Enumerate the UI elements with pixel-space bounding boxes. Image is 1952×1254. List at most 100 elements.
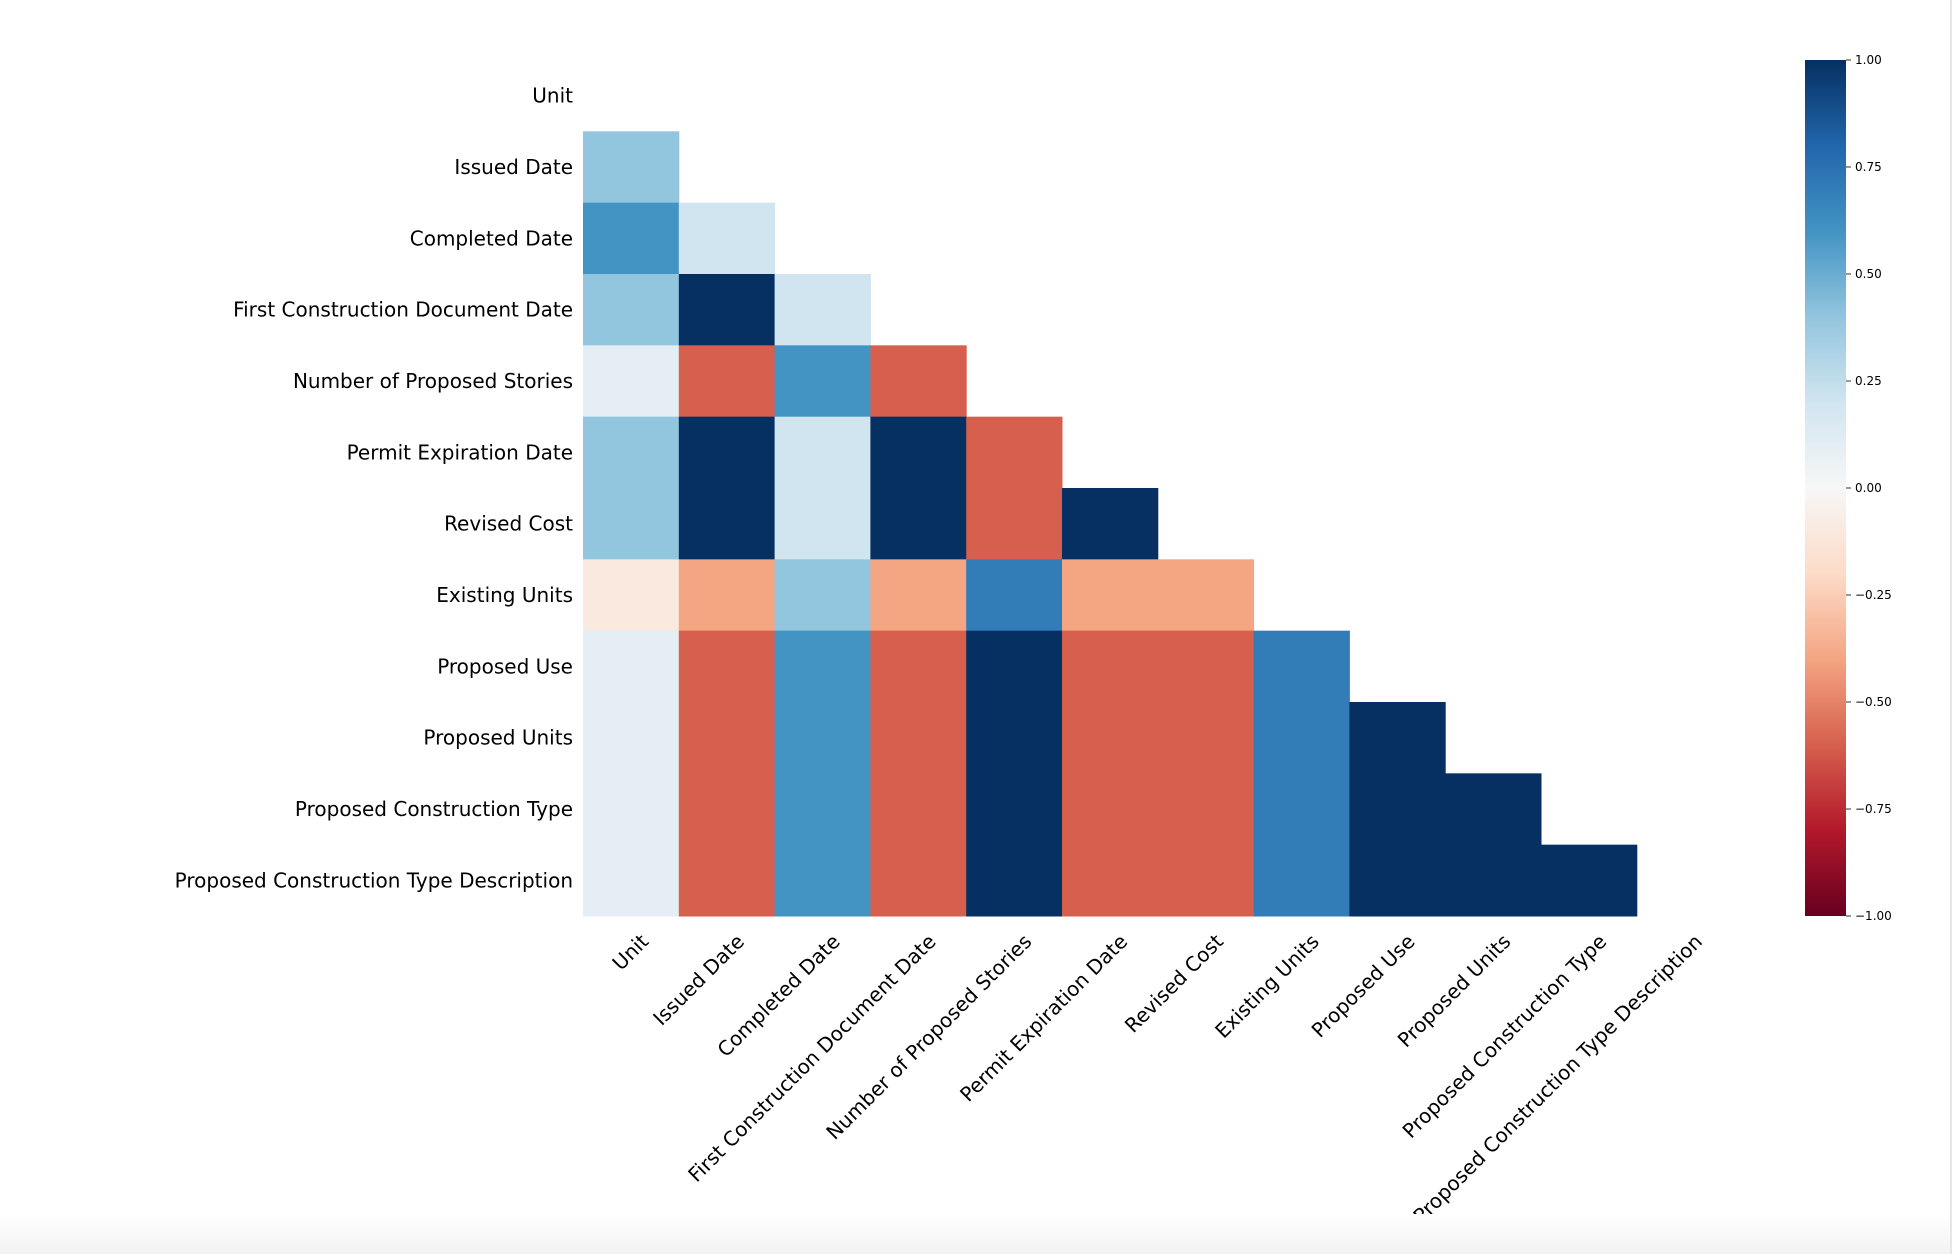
heatmap-cell [870,630,967,703]
heatmap-cell [966,559,1063,632]
colorbar-tick-label: 0.25 [1855,374,1882,388]
y-tick-label: Existing Units [436,583,573,607]
heatmap-cell [774,559,871,632]
heatmap-cell [678,630,776,703]
heatmap-cell [870,773,967,846]
heatmap-cell [678,488,776,560]
x-tick-label: Issued Date [648,929,749,1030]
y-tick-label: Proposed Units [423,726,573,750]
heatmap-cell [583,702,680,774]
heatmap-cell [678,844,776,917]
heatmap-cell [1253,630,1350,703]
y-tick-label: Completed Date [410,226,573,250]
heatmap-cell [1349,844,1446,917]
heatmap-cell [678,345,776,418]
heatmap-cell [774,488,871,560]
window-edge [1950,0,1952,1254]
heatmap-cell [1062,488,1159,560]
colorbar-tick-label: −0.25 [1855,588,1892,602]
heatmap-cell [1062,559,1159,632]
x-tick-label: Permit Expiration Date [955,929,1132,1106]
heatmap-cell [1253,844,1350,917]
heatmap-cell [1253,702,1350,774]
y-tick-label: Permit Expiration Date [347,440,573,464]
y-tick-labels: Unit Issued Date Completed Date First Const… [175,84,574,893]
y-tick-label: Proposed Construction Type [295,797,573,821]
colorbar-tick-label: 0.00 [1855,481,1882,495]
y-tick-label: Unit [532,84,573,108]
y-tick-label: Proposed Construction Type Description [175,868,573,892]
heatmap-cell [678,274,776,346]
y-tick-label: Number of Proposed Stories [293,369,573,393]
heatmap-cell [870,559,967,632]
heatmap-cell [774,274,871,346]
heatmap-cell [870,488,967,560]
heatmap-cell [1062,844,1159,917]
heatmap-cell [1062,702,1159,774]
heatmap-cell [966,630,1063,703]
heatmap-cell [774,345,871,418]
heatmap-cell [583,416,680,489]
heatmap-cell [870,702,967,774]
heatmap-cell [583,131,680,204]
colorbar-tick-label: −1.00 [1855,909,1892,923]
heatmap-cell [966,488,1063,560]
colorbar-tick-label: 0.75 [1855,160,1882,174]
heatmap-cell [1253,773,1350,846]
heatmap-cell [583,844,680,917]
heatmap-cell [774,702,871,774]
x-tick-label: Revised Cost [1120,929,1228,1037]
x-tick-label: Proposed Construction Type [1398,929,1612,1143]
heatmap-cell [1349,773,1446,846]
heatmap-cell [583,488,680,560]
x-tick-label: Number of Proposed Stories [821,929,1036,1144]
heatmap-cell [774,844,871,917]
heatmap-cell [1349,702,1446,774]
colorbar-tick-label: 0.50 [1855,267,1882,281]
heatmap-cell [1157,559,1255,632]
colorbar-tick-label: −0.75 [1855,802,1892,816]
heatmap-cell [1157,773,1255,846]
heatmap-cell [678,559,776,632]
heatmap-cell [678,202,776,275]
y-tick-label: First Construction Document Date [233,298,573,322]
y-tick-label: Revised Cost [444,512,573,536]
x-tick-label: Unit [607,929,653,975]
y-tick-label: Proposed Use [437,654,573,678]
heatmap-cells [583,131,1638,917]
heatmap-cell [583,773,680,846]
heatmap-cell [1062,630,1159,703]
heatmap-cell [966,702,1063,774]
y-tick-label: Issued Date [454,155,573,179]
heatmap-cell [966,416,1063,489]
heatmap-cell [1541,844,1638,917]
heatmap-cell [774,773,871,846]
heatmap-cell [870,345,967,418]
heatmap-cell [678,773,776,846]
heatmap-cell [1445,773,1542,846]
heatmap-cell [966,773,1063,846]
bottom-band [0,1214,1952,1254]
heatmap-cell [583,345,680,418]
heatmap-cell [1445,844,1542,917]
heatmap-cell [583,202,680,275]
heatmap-cell [1157,844,1255,917]
heatmap-cell [583,559,680,632]
colorbar: 1.00 0.75 0.50 0.25 0.00 −0.25 −0.50 −0.75 −1.00 [1805,53,1892,923]
heatmap-cell [678,416,776,489]
heatmap-cell [583,274,680,346]
heatmap-cell [774,416,871,489]
heatmap-cell [966,844,1063,917]
heatmap-cell [1157,630,1255,703]
heatmap-cell [774,630,871,703]
colorbar-tick-label: −0.50 [1855,695,1892,709]
heatmap-cell [870,844,967,917]
heatmap-cell [1062,773,1159,846]
colorbar-gradient [1805,60,1846,916]
heatmap-cell [678,702,776,774]
colorbar-tick-label: 1.00 [1855,53,1882,67]
heatmap-cell [1157,702,1255,774]
heatmap-cell [583,630,680,703]
